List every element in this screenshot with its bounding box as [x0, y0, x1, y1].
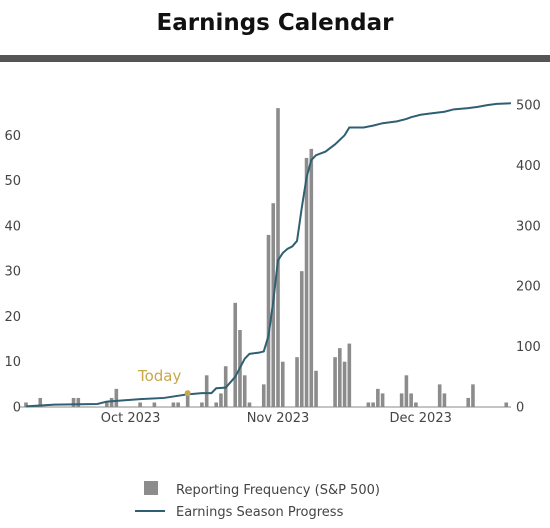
y-left-tick-label: 30 — [4, 265, 21, 280]
y-left-tick-label: 10 — [4, 355, 21, 370]
legend-bar-label: Reporting Frequency (S&P 500) — [176, 483, 380, 498]
bar — [105, 402, 109, 407]
bar-series — [24, 108, 509, 408]
y-left-tick-label: 20 — [4, 310, 21, 325]
bar — [338, 348, 342, 407]
axis-ticks: 0 10 20 30 40 50 60 0 100 200 300 400 500 Oct 2023 Nov… — [4, 99, 540, 426]
bar — [347, 343, 352, 407]
bar — [309, 148, 314, 407]
title-divider — [0, 55, 550, 62]
bar — [299, 271, 304, 407]
y-right-tick-label: 0 — [516, 401, 524, 416]
bar — [371, 402, 375, 407]
bar — [504, 402, 509, 407]
today-label: Today — [137, 367, 182, 385]
bar — [109, 397, 114, 407]
page-title: Earnings Calendar — [156, 10, 394, 36]
bar — [214, 402, 218, 407]
bar — [466, 397, 471, 407]
bar — [399, 393, 404, 407]
bar — [380, 393, 385, 407]
bar — [342, 361, 347, 407]
bar — [71, 397, 76, 407]
y-left-tick-label: 40 — [4, 219, 21, 234]
bar — [376, 388, 380, 407]
bar — [414, 402, 418, 407]
bar — [295, 357, 299, 407]
y-right-tick-label: 100 — [516, 340, 541, 355]
bar — [266, 234, 271, 407]
progress-line — [25, 102, 512, 408]
bar — [233, 302, 238, 407]
bar — [276, 108, 280, 408]
today-marker — [184, 390, 191, 397]
bar — [219, 393, 223, 407]
bar — [185, 393, 190, 407]
legend-bar-swatch — [144, 481, 158, 495]
bar — [76, 397, 81, 407]
bar — [442, 393, 447, 407]
bar — [280, 361, 285, 407]
y-right-tick-label: 200 — [516, 280, 541, 295]
x-tick-label: Nov 2023 — [247, 411, 310, 426]
bar — [204, 375, 209, 407]
bar — [366, 402, 371, 407]
bar — [152, 402, 157, 407]
bar — [176, 402, 180, 407]
bar — [138, 402, 142, 407]
y-left-tick-label: 0 — [13, 401, 21, 416]
y-right-tick-label: 300 — [516, 219, 541, 234]
bar — [471, 384, 475, 407]
bar — [114, 388, 119, 407]
x-tick-label: Oct 2023 — [101, 411, 161, 426]
bar — [409, 393, 413, 407]
bar — [261, 384, 266, 407]
y-left-tick-label: 50 — [4, 174, 21, 189]
bar — [333, 357, 337, 407]
bar — [200, 402, 204, 407]
bar — [242, 375, 247, 407]
bar — [38, 397, 43, 407]
y-right-tick-label: 500 — [516, 99, 541, 114]
bar — [404, 375, 409, 407]
x-tick-label: Dec 2023 — [390, 411, 452, 426]
bar — [437, 384, 442, 407]
legend-line-label: Earnings Season Progress — [176, 505, 344, 520]
bar — [304, 157, 309, 407]
y-left-tick-label: 60 — [4, 129, 21, 144]
bar — [24, 402, 28, 407]
y-right-tick-label: 400 — [516, 159, 541, 174]
bar — [171, 402, 176, 407]
bar — [247, 402, 252, 407]
bar — [314, 370, 318, 407]
